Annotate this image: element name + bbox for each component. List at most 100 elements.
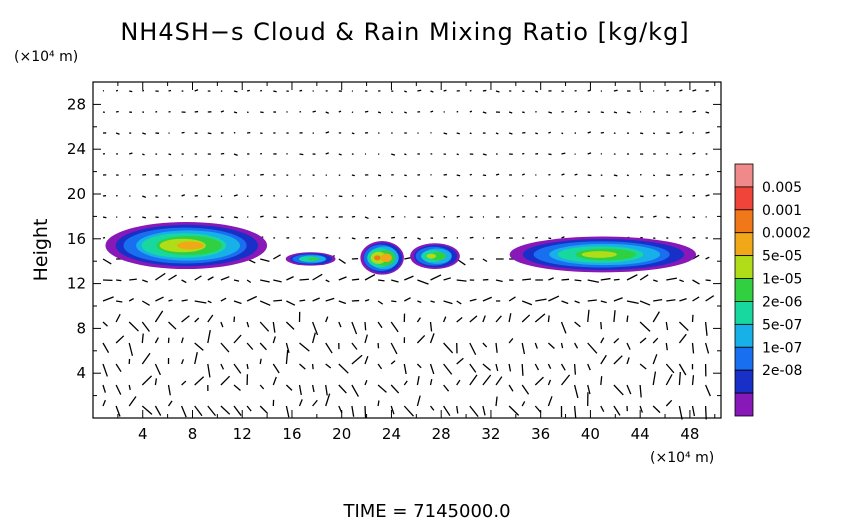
- wind-vector: [116, 279, 122, 282]
- wind-vector: [574, 279, 582, 282]
- wind-vector: [574, 173, 578, 176]
- wind-vector: [587, 309, 590, 323]
- wind-vector: [351, 321, 358, 335]
- y-axis-label: Height: [30, 219, 52, 282]
- wind-vector: [233, 153, 238, 156]
- wind-vector: [508, 384, 514, 392]
- wind-vector: [377, 400, 380, 407]
- wind-vector: [587, 89, 591, 92]
- wind-vector: [246, 295, 258, 302]
- y-tick-label: 24: [67, 140, 86, 158]
- wind-vector: [404, 236, 408, 239]
- wind-vector: [299, 153, 304, 156]
- wind-vector: [364, 334, 368, 344]
- wind-vector: [508, 405, 520, 416]
- wind-vector: [168, 299, 173, 302]
- wind-vector: [180, 337, 184, 344]
- wind-vector: [115, 132, 120, 135]
- x-tick-label: 40: [581, 425, 600, 443]
- wind-vector: [233, 300, 242, 305]
- wind-vector: [233, 405, 242, 416]
- wind-vector: [220, 110, 225, 113]
- wind-vector: [207, 363, 211, 378]
- wind-vector: [181, 194, 186, 197]
- wind-vector: [246, 342, 254, 350]
- wind-vector: [482, 315, 486, 323]
- wind-vector: [378, 279, 385, 282]
- wind-vector: [102, 384, 106, 393]
- wind-vector: [560, 342, 564, 349]
- wind-vector: [587, 299, 597, 302]
- wind-vector: [652, 337, 659, 344]
- wind-vector: [429, 363, 435, 375]
- wind-vector: [391, 236, 396, 239]
- wind-vector: [692, 89, 697, 92]
- wind-vector: [325, 384, 328, 396]
- wind-vector: [417, 300, 422, 303]
- wind-vector: [338, 258, 346, 264]
- wind-vector: [312, 110, 316, 113]
- wind-vector: [678, 333, 687, 344]
- wind-vector: [168, 89, 172, 92]
- wind-vector: [548, 173, 551, 176]
- wind-vector: [404, 90, 407, 93]
- wind-vector: [469, 342, 477, 356]
- wind-vector: [429, 333, 435, 344]
- wind-vector: [260, 215, 264, 218]
- wind-vector: [561, 132, 564, 135]
- wind-vector: [573, 405, 577, 419]
- wind-vector: [168, 216, 171, 219]
- x-tick-label: 44: [631, 425, 650, 443]
- wind-vector: [587, 384, 591, 395]
- wind-vector: [194, 405, 203, 417]
- wind-vector: [168, 174, 172, 177]
- wind-vector: [652, 405, 661, 414]
- cloud-contour: [426, 253, 437, 259]
- wind-vector: [417, 237, 421, 240]
- wind-vector: [443, 342, 454, 354]
- wind-vector: [181, 315, 190, 323]
- wind-vector: [626, 384, 632, 395]
- wind-vector: [613, 405, 621, 416]
- wind-vector: [246, 111, 249, 114]
- wind-vector: [456, 279, 467, 282]
- wind-vector: [626, 315, 629, 323]
- wind-vector: [482, 342, 488, 348]
- wind-vector: [522, 278, 532, 281]
- wind-vector: [613, 310, 616, 323]
- wind-vector: [573, 384, 579, 399]
- wind-vector: [128, 342, 134, 356]
- wind-vector: [417, 89, 422, 92]
- wind-vector: [416, 395, 421, 407]
- wind-vector: [613, 278, 620, 281]
- wind-vector: [377, 111, 382, 114]
- wind-vector: [129, 90, 133, 93]
- wind-vector: [233, 363, 242, 374]
- wind-vector: [391, 153, 396, 156]
- wind-vector: [377, 194, 383, 197]
- colorbar-label: 0.001: [762, 203, 802, 219]
- wind-vector: [260, 152, 263, 155]
- wind-vector: [482, 89, 487, 92]
- wind-vector: [482, 111, 487, 114]
- wind-vector: [325, 316, 329, 323]
- wind-vector: [129, 278, 137, 281]
- wind-vector: [141, 375, 153, 386]
- wind-vector: [207, 132, 212, 135]
- wind-vector: [692, 296, 700, 302]
- wind-vector: [390, 405, 395, 415]
- wind-vector: [626, 300, 639, 304]
- wind-vector: [456, 317, 463, 323]
- wind-vector: [286, 300, 296, 306]
- wind-vector: [587, 131, 592, 134]
- wind-vector: [403, 405, 414, 417]
- wind-vector: [390, 342, 398, 355]
- wind-vector: [482, 258, 488, 263]
- wind-vector: [325, 111, 329, 114]
- colorbar-swatch: [734, 209, 754, 234]
- wind-vector: [587, 152, 592, 155]
- x-tick-label: 28: [432, 425, 451, 443]
- wind-vector: [403, 363, 407, 375]
- wind-vector: [312, 297, 320, 302]
- wind-vector: [142, 89, 145, 92]
